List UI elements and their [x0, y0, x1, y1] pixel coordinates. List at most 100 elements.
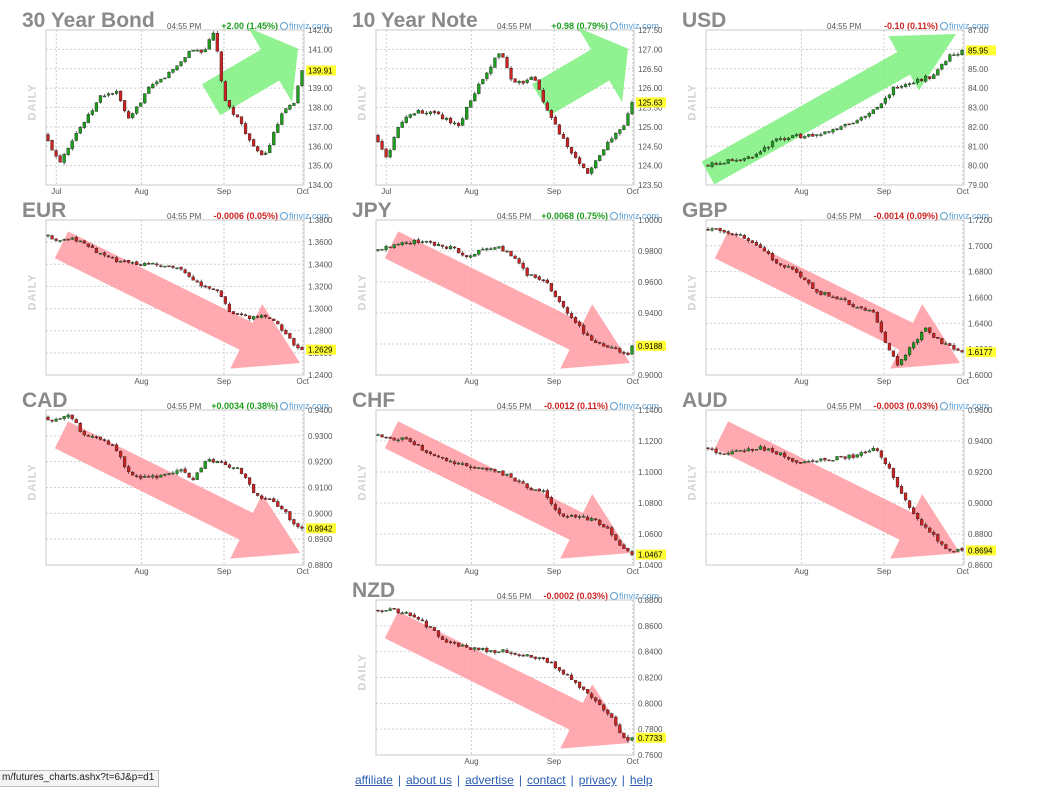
candle-body: [791, 266, 795, 270]
x-tick-label: Jul: [51, 187, 61, 196]
candle-body: [62, 416, 66, 419]
candle-body: [553, 116, 558, 125]
footer-link-privacy[interactable]: privacy: [578, 773, 617, 787]
chart-note10[interactable]: 10 Year Note 04:55 PM +0.98 (0.79%) finviz.…: [352, 10, 672, 196]
candle-body: [952, 54, 956, 57]
candle-body: [883, 457, 888, 465]
chart-cad[interactable]: CAD 04:55 PM +0.0034 (0.38%) finviz.com DAIL…: [22, 390, 342, 576]
x-tick-label: Sep: [547, 187, 562, 196]
candle-body: [871, 447, 875, 451]
footer-link-contact[interactable]: contact: [526, 773, 566, 787]
candle-body: [537, 79, 541, 90]
candle-body: [440, 244, 445, 247]
candle-body: [835, 296, 839, 300]
candle-body: [139, 102, 143, 107]
candle-body: [614, 716, 618, 726]
y-tick-label: 1.3600: [308, 238, 333, 247]
finviz-brand-text: finviz.com: [289, 401, 330, 411]
plot-frame: [45, 29, 305, 186]
footer-link-affiliate[interactable]: affiliate: [355, 773, 393, 787]
candle-body: [412, 441, 416, 446]
chart-time: 04:55 PM: [497, 402, 532, 411]
candle-body: [774, 259, 779, 264]
candle-body: [70, 237, 74, 240]
footer-link-help[interactable]: help: [629, 773, 653, 787]
candle-body: [58, 418, 62, 420]
y-tick-label: 1.6800: [968, 268, 993, 277]
footer-link-about[interactable]: about us: [405, 773, 452, 787]
candle-body: [807, 279, 811, 284]
x-tick-label: Sep: [877, 187, 892, 196]
chart-jpy[interactable]: JPY 04:55 PM +0.0068 (0.75%) finviz.com DAIL…: [352, 200, 672, 386]
candle-body: [936, 534, 940, 542]
candle-body: [78, 127, 82, 134]
candle-body: [815, 460, 819, 463]
candle-body: [891, 467, 896, 479]
candle-body: [509, 473, 513, 478]
candle-body: [416, 617, 420, 620]
candle-body: [586, 333, 590, 336]
chart-bond30[interactable]: 30 Year Bond 04:55 PM +2.00 (1.45%) finviz.…: [22, 10, 342, 196]
candle-body: [762, 247, 767, 252]
candle-body: [392, 137, 396, 151]
chart-aud[interactable]: AUD 04:55 PM -0.0003 (0.03%) finviz.com DAIL…: [682, 390, 1002, 576]
candle-body: [626, 113, 630, 126]
plot-frame: [375, 29, 635, 186]
chart-chf[interactable]: CHF 04:55 PM -0.0012 (0.11%) finviz.com DAIL…: [352, 390, 672, 576]
candle-body: [903, 492, 908, 501]
footer-link-advertise[interactable]: advertise: [465, 773, 514, 787]
y-tick-label: 82.00: [968, 123, 989, 132]
candle-body: [911, 82, 916, 85]
chart-usd[interactable]: USD 04:55 PM -0.10 (0.11%) finviz.com DAILY 7…: [682, 10, 1002, 196]
chart-title: EUR: [22, 199, 67, 222]
finviz-brand-text: finviz.com: [619, 591, 660, 601]
candle-body: [533, 76, 537, 81]
candle-body: [618, 724, 622, 733]
candle-body: [74, 419, 78, 424]
chart-gbp[interactable]: GBP 04:55 PM -0.0014 (0.09%) finviz.com DAIL…: [682, 200, 1002, 386]
candle-body: [887, 343, 892, 351]
x-tick-label: Oct: [626, 187, 639, 196]
candle-body: [746, 156, 750, 159]
candle-body: [424, 450, 429, 453]
candle-body: [163, 77, 167, 80]
candle-body: [70, 414, 74, 420]
candle-body: [481, 648, 485, 650]
chart-plot: 123.50 124.00 124.50 125.00 125.50 126.00 126.…: [375, 26, 666, 196]
candle-body: [432, 453, 437, 457]
y-tick-label: 127.50: [638, 26, 663, 35]
candle-body: [875, 107, 879, 110]
chart-plot: 0.8800 0.8900 0.9000 0.9100 0.9200 0.9300 0.94…: [45, 406, 336, 576]
candle-body: [843, 298, 847, 301]
y-tick-label: 0.9100: [308, 484, 333, 493]
candle-body: [847, 300, 851, 305]
candle-body: [457, 642, 461, 647]
candle-body: [774, 451, 779, 455]
candle-body: [127, 466, 131, 472]
candle-body: [416, 109, 420, 114]
candle-body: [50, 419, 54, 422]
candle-body: [227, 100, 232, 108]
candle-body: [231, 107, 236, 115]
finviz-brand-text: finviz.com: [949, 211, 990, 221]
trend-arrow: [54, 231, 300, 369]
chart-nzd[interactable]: NZD 04:55 PM -0.0002 (0.03%) finviz.com DAIL…: [352, 580, 672, 766]
candle-body: [199, 467, 203, 473]
candle-body: [706, 228, 710, 231]
candle-body: [501, 649, 505, 652]
candle-body: [199, 49, 203, 53]
chart-eur[interactable]: EUR 04:55 PM -0.0006 (0.05%) finviz.com DAIL…: [22, 199, 342, 386]
candle-body: [734, 233, 738, 236]
candle-body: [477, 83, 481, 94]
candle-body: [557, 667, 562, 671]
y-tick-label: 141.00: [308, 45, 333, 54]
candle-body: [452, 122, 457, 125]
candle-body: [219, 461, 223, 463]
candle-body: [227, 464, 232, 468]
candle-body: [501, 470, 505, 476]
candle-body: [573, 514, 578, 518]
candle-body: [602, 343, 606, 347]
candle-body: [920, 332, 924, 341]
candle-body: [114, 91, 119, 94]
candle-body: [135, 475, 139, 477]
